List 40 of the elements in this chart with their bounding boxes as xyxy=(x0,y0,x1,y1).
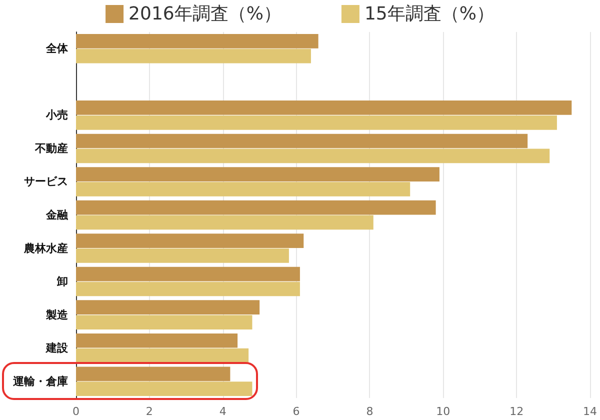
bar xyxy=(76,100,572,115)
y-tick-label: 不動産 xyxy=(34,142,68,155)
bar xyxy=(76,366,230,382)
bar xyxy=(76,348,249,363)
bar xyxy=(76,300,260,315)
x-tick-label: 10 xyxy=(436,405,450,418)
bar xyxy=(76,148,550,164)
x-tick-label: 0 xyxy=(72,405,80,418)
bar xyxy=(76,234,304,248)
bar xyxy=(76,115,557,130)
y-tick-label: 小売 xyxy=(45,108,68,122)
legend-label: 2016年調査（%） xyxy=(128,4,282,24)
legend-label: 15年調査（%） xyxy=(364,4,494,24)
x-tick-label: 12 xyxy=(510,405,524,418)
x-tick-label: 14 xyxy=(583,405,597,418)
bar xyxy=(76,266,300,282)
x-tick-label: 2 xyxy=(146,405,153,418)
y-tick-label: 農林水産 xyxy=(23,242,68,255)
bar xyxy=(76,182,410,196)
bar xyxy=(76,333,238,348)
y-tick-label: 金融 xyxy=(45,208,69,222)
bar xyxy=(76,200,436,215)
bar xyxy=(76,34,318,48)
y-tick-label: 建設 xyxy=(45,342,69,355)
y-tick-label: サービス xyxy=(24,175,68,188)
bar xyxy=(76,215,374,230)
y-tick-label: 全体 xyxy=(45,42,69,56)
bar xyxy=(76,282,300,296)
bar xyxy=(76,167,440,182)
bar xyxy=(76,315,252,330)
x-tick-label: 8 xyxy=(366,405,374,418)
bar xyxy=(76,382,252,396)
y-tick-label: 卸 xyxy=(56,275,68,288)
y-tick-label: 製造 xyxy=(45,308,69,322)
y-tick-label: 運輸・倉庫 xyxy=(12,374,68,388)
x-tick-label: 6 xyxy=(292,405,300,418)
bar xyxy=(76,48,311,64)
bar xyxy=(76,248,289,263)
x-tick-label: 4 xyxy=(219,405,226,418)
bar xyxy=(76,134,528,148)
